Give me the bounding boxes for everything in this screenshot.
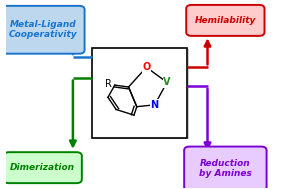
Text: Dimerization: Dimerization xyxy=(10,163,75,172)
FancyBboxPatch shape xyxy=(184,146,267,189)
Text: Reduction
by Amines: Reduction by Amines xyxy=(199,159,252,178)
Text: Metal-Ligand
Cooperativity: Metal-Ligand Cooperativity xyxy=(8,20,77,40)
Text: O: O xyxy=(142,62,151,72)
Text: Hemilability: Hemilability xyxy=(195,16,256,25)
FancyBboxPatch shape xyxy=(1,6,85,54)
Text: V: V xyxy=(163,77,171,87)
Text: R: R xyxy=(105,79,112,89)
FancyBboxPatch shape xyxy=(4,152,82,183)
Text: N: N xyxy=(151,100,159,110)
FancyBboxPatch shape xyxy=(186,5,264,36)
FancyBboxPatch shape xyxy=(94,49,189,139)
FancyBboxPatch shape xyxy=(92,48,187,138)
